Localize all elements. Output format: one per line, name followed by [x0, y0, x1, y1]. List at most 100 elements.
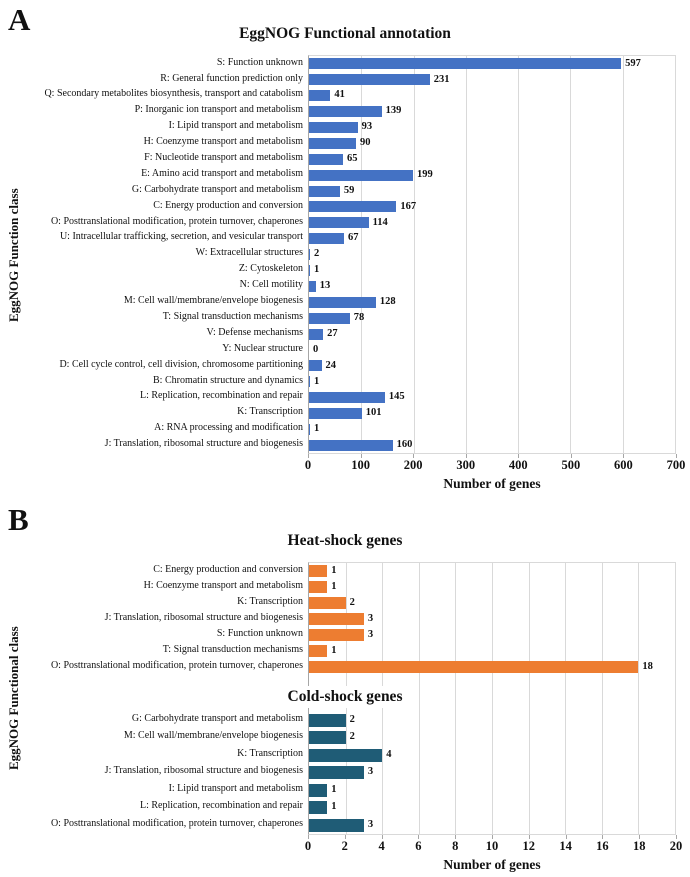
category-label: S: Function unknown	[216, 628, 303, 640]
bar	[309, 597, 346, 610]
grid-line	[518, 56, 520, 454]
tick-mark	[308, 834, 309, 839]
tick-mark	[418, 834, 420, 839]
category-label: L: Replication, recombination and repair	[140, 390, 303, 402]
value-label: 199	[417, 168, 433, 180]
x-axis-label: Number of genes	[443, 856, 541, 872]
bar	[309, 408, 362, 420]
category-label: O: Posttranslational modification, prote…	[50, 660, 303, 672]
value-label: 41	[334, 89, 345, 101]
category-label: K: Transcription	[237, 596, 303, 608]
category-label: I: Lipid transport and metabolism	[168, 120, 303, 132]
bar-row: 1	[309, 799, 675, 817]
tick-mark	[308, 454, 309, 459]
bar-row: 18	[309, 659, 675, 675]
grid-line	[622, 56, 624, 454]
grid-line	[528, 563, 530, 834]
category-label: M: Cell wall/membrane/envelope biogenesi…	[123, 730, 303, 742]
axis-spacer	[0, 835, 308, 855]
x-axis-label: Number of genes	[443, 476, 541, 492]
bar	[309, 233, 345, 245]
bar-row: 2	[309, 595, 675, 611]
bar	[309, 423, 310, 435]
bar	[309, 748, 383, 762]
bar	[309, 185, 340, 197]
tick-mark	[344, 834, 346, 839]
bar-row: 597	[309, 56, 675, 72]
value-label: 231	[433, 73, 450, 85]
bar-row: 199	[309, 167, 675, 183]
tick-mark	[639, 834, 641, 839]
category-label: E: Amino acid transport and metabolism	[141, 167, 303, 179]
tick-label: 300	[456, 458, 476, 473]
bar	[309, 280, 316, 292]
grid-line	[638, 563, 640, 834]
tick-label: 4	[378, 838, 385, 853]
panel-a-letter: A	[8, 2, 31, 37]
tick-label: 18	[632, 838, 646, 853]
tick-label: 0	[304, 838, 312, 853]
grid-layer	[309, 56, 675, 454]
value-label: 597	[625, 57, 641, 69]
tick-mark	[565, 834, 567, 839]
bar	[309, 376, 310, 388]
bar-row: 128	[309, 294, 675, 310]
xlabel-spacer	[0, 474, 308, 493]
tick-label: 8	[452, 838, 459, 853]
bar	[309, 801, 328, 815]
chart-body: S: Function unknown R: General function p…	[0, 55, 690, 455]
x-axis: 0 2 4 6 8 10 12 14 16 18 20	[0, 834, 690, 855]
value-label: 128	[379, 296, 396, 308]
value-label: 4	[386, 748, 392, 760]
tick-label: 12	[522, 838, 536, 853]
bar-row: 3	[309, 816, 675, 834]
category-label: W: Extracellular structures	[195, 247, 303, 259]
bar-row: 65	[309, 151, 675, 167]
category-label: J: Translation, ribosomal structure and …	[104, 612, 303, 624]
tick-label: 200	[403, 458, 423, 473]
bar	[309, 613, 364, 626]
bar	[309, 581, 328, 594]
value-label: 67	[348, 232, 359, 244]
bar	[309, 360, 322, 372]
tick-mark	[360, 454, 362, 459]
tick-mark	[623, 454, 625, 459]
category-label: S: Function unknown	[216, 56, 303, 68]
value-label: 3	[367, 818, 374, 830]
plot-area: 597 231 41 139 93 90 65 199 59 167 114 67 2 1 13 128 78 2…	[308, 55, 676, 455]
bar-row: 4	[309, 746, 675, 764]
category-label: K: Transcription	[237, 406, 303, 418]
bar	[309, 565, 328, 578]
tick-mark	[676, 454, 677, 459]
bar	[309, 645, 328, 658]
grid-line	[361, 56, 363, 454]
category-label: O: Posttranslational modification, prote…	[50, 215, 303, 227]
value-label: 3	[367, 613, 374, 625]
category-label: M: Cell wall/membrane/envelope biogenesi…	[123, 295, 303, 307]
value-label: 1	[331, 783, 337, 795]
bar-row: 67	[309, 231, 675, 247]
grid-line	[413, 56, 415, 454]
bar-row: 3	[309, 627, 675, 643]
bar-row: 13	[309, 278, 675, 294]
panel-a: EggNOG Functional annotation S: Function…	[0, 25, 690, 493]
cold-shock-chart-title-text: Cold-shock genes	[279, 686, 411, 709]
value-label: 93	[361, 121, 373, 133]
bar	[309, 661, 639, 674]
tick-mark	[518, 454, 520, 459]
bar	[309, 122, 358, 133]
bar	[309, 328, 324, 340]
value-label: 114	[372, 216, 388, 228]
bar-row: 41	[309, 88, 675, 104]
bar-row: 2	[309, 247, 675, 263]
cold-shock-chart-title: Cold-shock genes	[0, 686, 690, 709]
chart-body: Cold-shock genes C: Energy production and…	[0, 562, 690, 835]
value-label: 1	[331, 645, 337, 657]
bar-row: 160	[309, 437, 675, 453]
bar	[309, 106, 382, 118]
category-label: K: Transcription	[237, 747, 303, 759]
bar	[309, 74, 430, 86]
category-label: N: Cell motility	[239, 279, 303, 291]
heat-shock-chart-title: Heat-shock genes	[287, 532, 403, 550]
